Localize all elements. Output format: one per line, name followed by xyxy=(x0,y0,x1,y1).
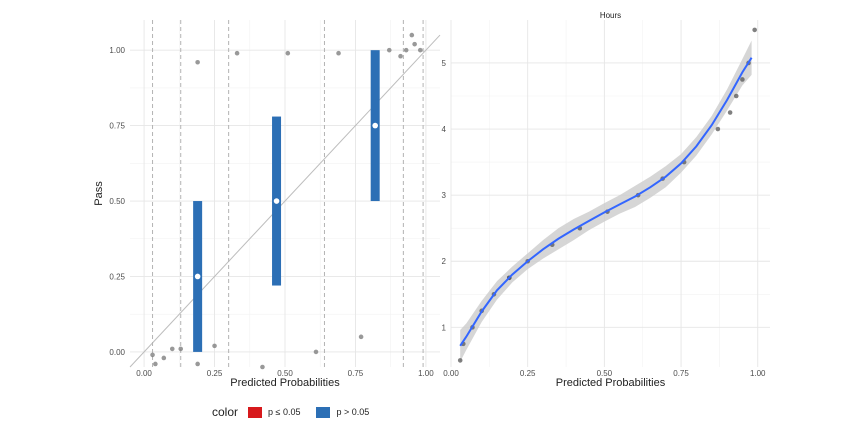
data-point xyxy=(409,32,415,38)
bin-mean-point xyxy=(372,122,378,129)
legend-label-significant: p ≤ 0.05 xyxy=(268,407,301,417)
data-point xyxy=(169,346,175,352)
x-axis-title: Predicted Probabilities xyxy=(230,377,340,389)
x-tick-label: 0.75 xyxy=(348,369,364,378)
y-tick-label: 5 xyxy=(442,59,447,68)
legend-key-not-significant xyxy=(316,406,331,418)
legend-title: color xyxy=(212,405,239,419)
y-axis-title: Pass xyxy=(93,181,105,206)
data-point xyxy=(733,93,739,99)
data-point xyxy=(195,361,200,367)
y-tick-label: 0.75 xyxy=(109,122,125,131)
y-tick-label: 3 xyxy=(442,191,447,200)
bin-mean-point xyxy=(273,198,280,204)
legend: color p ≤ 0.05 p > 0.05 xyxy=(212,403,379,421)
x-tick-label: 1.00 xyxy=(418,369,434,378)
data-point xyxy=(457,358,463,363)
x-axis-title: Predicted Probabilities xyxy=(556,377,666,389)
x-tick-label: 0.50 xyxy=(597,369,613,378)
x-tick-label: 0.25 xyxy=(207,369,223,378)
data-point xyxy=(412,41,417,47)
data-point xyxy=(403,47,409,53)
y-tick-label: 1 xyxy=(442,323,447,332)
x-tick-label: 0.50 xyxy=(277,369,293,378)
data-point xyxy=(715,126,721,132)
x-tick-label: 0.00 xyxy=(443,369,459,378)
data-point xyxy=(358,334,364,340)
data-point xyxy=(727,110,733,115)
data-point xyxy=(260,364,265,370)
reference-diagonal-line xyxy=(129,34,441,368)
smooth-confidence-band xyxy=(460,40,752,362)
y-tick-label: 1.00 xyxy=(109,46,125,55)
bin-mean-point xyxy=(194,273,201,280)
data-point xyxy=(398,53,403,59)
legend-key-significant xyxy=(248,406,263,418)
data-point xyxy=(313,349,319,355)
y-tick-label: 4 xyxy=(442,125,447,134)
x-tick-label: 0.25 xyxy=(520,369,536,378)
legend-label-not-significant: p > 0.05 xyxy=(336,407,370,417)
data-point xyxy=(752,27,757,33)
data-point xyxy=(234,50,240,56)
data-point xyxy=(178,346,184,352)
data-point xyxy=(195,59,200,65)
data-point xyxy=(417,47,423,53)
data-point xyxy=(161,355,167,361)
smooth-line xyxy=(459,57,753,347)
data-point xyxy=(153,361,158,367)
y-tick-label: 0.50 xyxy=(109,197,125,206)
x-tick-label: 0.75 xyxy=(673,369,689,378)
y-tick-label: 0.25 xyxy=(109,272,125,281)
data-point xyxy=(386,47,392,53)
data-point xyxy=(336,50,341,56)
data-point xyxy=(285,50,291,56)
x-tick-label: 0.00 xyxy=(136,369,152,378)
y-tick-label: 0.00 xyxy=(109,348,125,357)
data-point xyxy=(150,352,155,358)
data-point xyxy=(212,343,217,349)
y-tick-label: 2 xyxy=(442,257,447,266)
x-tick-label: 1.00 xyxy=(750,369,766,378)
panel-title: Hours xyxy=(600,11,621,20)
data-point xyxy=(740,77,745,82)
